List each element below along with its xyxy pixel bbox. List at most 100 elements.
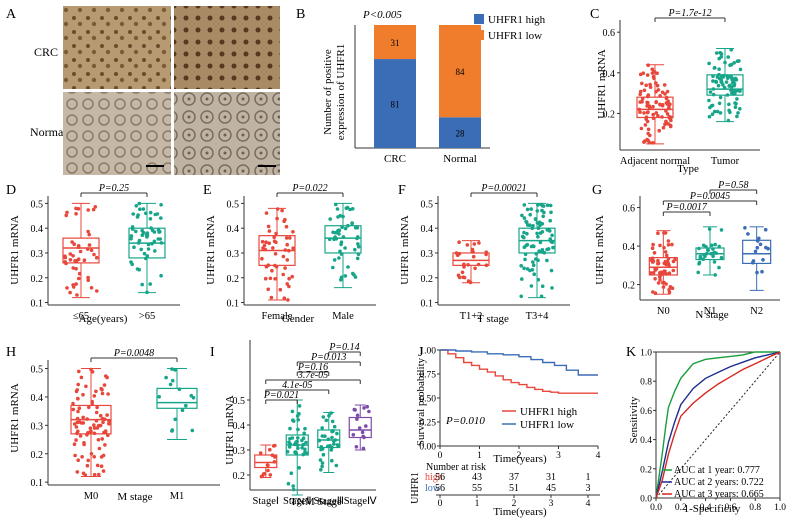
p-value-label: P=0.58: [717, 180, 748, 191]
data-point: [327, 413, 331, 418]
data-point: [707, 227, 712, 231]
x-tick-label: >65: [139, 311, 155, 322]
data-point: [68, 290, 72, 295]
data-point: [71, 266, 75, 270]
data-point: [270, 268, 274, 273]
y-tick-label: 0.4: [623, 242, 636, 253]
data-point: [738, 67, 743, 72]
k-roc-plot: 0.0 0.2 0.4 0.6 0.8 1.0 0.0 0.2 0.4 0.6 0.8 1.0: [640, 349, 786, 514]
data-point: [297, 466, 302, 470]
normal-micrograph-low: [63, 92, 171, 175]
data-point: [536, 277, 541, 282]
data-point: [144, 256, 148, 261]
data-point: [262, 243, 267, 248]
data-point: [657, 128, 661, 133]
data-point: [364, 424, 368, 428]
data-point: [332, 439, 336, 443]
data-point: [733, 101, 737, 105]
data-point: [468, 280, 473, 285]
g-xlabel: N stage: [695, 309, 728, 321]
x-tick-label: N0: [657, 306, 670, 317]
data-point: [522, 216, 527, 220]
x-tick-label: 0: [438, 451, 443, 461]
data-point: [346, 265, 350, 269]
data-point: [273, 277, 277, 281]
data-point: [328, 217, 333, 221]
j-pvalue: P=0.010: [445, 415, 485, 427]
bar-value-label: 31: [391, 38, 400, 48]
data-point: [159, 241, 164, 245]
x-tick-label: StageⅠ: [253, 496, 279, 507]
risk-values-low: 56 55 51 45 3: [435, 483, 591, 494]
data-point: [273, 252, 278, 256]
data-point: [713, 242, 717, 247]
data-point: [278, 287, 283, 292]
data-point: [76, 409, 80, 414]
y-tick-label: 0.4: [233, 421, 246, 432]
risk-axis-ticks: 0 1 2 3 4: [438, 495, 591, 509]
data-point: [755, 245, 760, 250]
data-point: [671, 268, 676, 273]
data-point: [667, 271, 672, 276]
data-point: [645, 100, 649, 105]
data-point: [92, 472, 97, 477]
data-point: [663, 259, 668, 264]
data-point: [95, 426, 100, 430]
data-point: [87, 405, 91, 410]
data-point: [93, 205, 98, 209]
data-point: [284, 224, 289, 229]
data-point: [97, 472, 101, 477]
x-tick-label: T3+4: [526, 311, 550, 322]
data-point: [282, 219, 286, 223]
data-point: [266, 287, 271, 292]
data-point: [268, 276, 273, 281]
data-point: [725, 93, 730, 97]
data-point: [321, 452, 326, 457]
data-point: [721, 75, 725, 79]
panel-k: K Sensitivity 1-Specificity 0.0 0.2 0.4 0.6…: [626, 345, 786, 515]
data-point: [757, 236, 761, 241]
data-point: [320, 464, 324, 469]
data-point: [662, 83, 667, 87]
risk-value: 31: [546, 472, 556, 483]
risk-value: 45: [546, 483, 556, 494]
x-tick-label: 0.0: [650, 503, 662, 513]
data-point: [696, 270, 700, 275]
b-legend-high: UHFR1 high: [488, 14, 546, 26]
data-point: [722, 85, 727, 90]
data-point: [346, 223, 350, 228]
data-point: [718, 95, 723, 100]
data-point: [266, 224, 271, 229]
panel-c: C UHFR1 mRNA Type 0.2 0.4 0.6 Adjacent norm…: [590, 7, 760, 175]
risk-axis-tick-label: 3: [549, 499, 554, 509]
data-point: [320, 426, 325, 430]
x-tick-label: StageⅢ: [313, 496, 344, 507]
data-point: [101, 453, 106, 458]
data-point: [644, 115, 649, 119]
data-point: [184, 403, 188, 408]
data-point: [291, 246, 295, 250]
bar-low: [439, 25, 481, 118]
data-point: [732, 61, 736, 65]
data-point: [72, 422, 77, 426]
data-point: [761, 258, 765, 262]
data-point: [85, 247, 90, 251]
data-point: [272, 239, 277, 243]
i-xlabel: TNM Stage: [290, 496, 342, 508]
data-point: [698, 256, 703, 261]
panel-e: E UHFR1 mRNA Gender 0.1 0.2 0.3 0.4 0.5 Femal…: [203, 183, 376, 325]
data-point: [85, 463, 90, 468]
series-line: [655, 351, 780, 499]
data-point: [460, 270, 465, 275]
data-point: [703, 254, 707, 259]
data-point: [275, 207, 280, 211]
data-point: [473, 266, 477, 271]
data-point: [638, 110, 642, 114]
data-point: [304, 451, 309, 456]
data-point: [258, 451, 263, 455]
data-point: [92, 423, 96, 427]
data-point: [707, 114, 712, 119]
data-point: [74, 425, 79, 429]
data-point: [334, 463, 339, 468]
data-point: [472, 242, 477, 246]
